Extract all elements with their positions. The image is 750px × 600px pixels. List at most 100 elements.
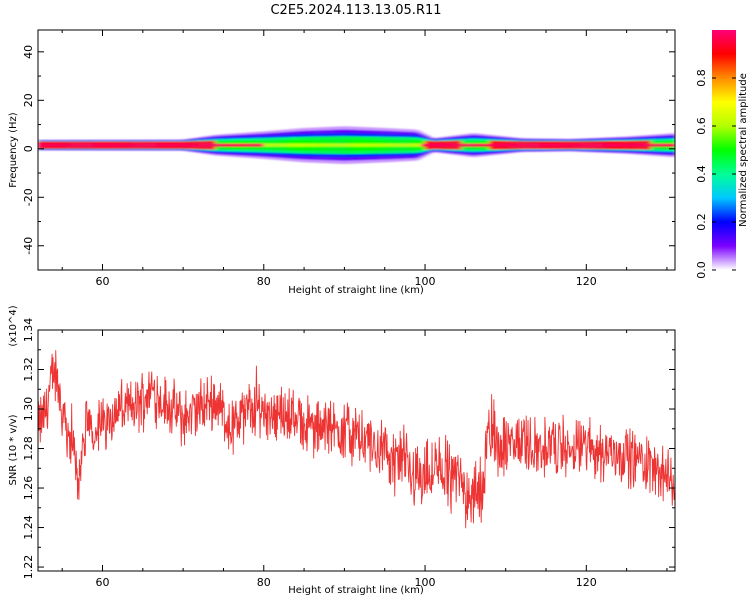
spectrogram-cell bbox=[654, 143, 660, 147]
snr-y-tick-label: 1.26 bbox=[22, 476, 35, 501]
spectrogram-cell bbox=[481, 143, 487, 147]
spectrogram-cell bbox=[304, 143, 309, 147]
snr-y-tick-label: 1.32 bbox=[22, 357, 35, 382]
spectrogram-cell bbox=[384, 143, 390, 147]
spectrogram-cell bbox=[646, 143, 652, 147]
snr-y-tick-label: 1.34 bbox=[22, 318, 35, 343]
spectrogram-cell bbox=[441, 143, 446, 147]
spectrogram-cell bbox=[308, 143, 313, 147]
snr-panel: 60 80 100 120 1.22 1.24 1.26 1.28 1.30 1.32 1.34 H… bbox=[8, 305, 676, 596]
spectrogram-x-tick-label: 120 bbox=[576, 275, 597, 288]
spectrogram-cell bbox=[54, 143, 59, 147]
spectrogram-cell bbox=[146, 143, 152, 147]
spectrogram-cell bbox=[296, 143, 301, 147]
spectrogram-cell bbox=[324, 143, 329, 147]
spectrogram-x-axis-label: Height of straight line (km) bbox=[288, 285, 424, 296]
spectrogram-cell bbox=[501, 143, 507, 147]
spectrogram-cell bbox=[517, 143, 523, 147]
spectrogram-plot-area bbox=[38, 126, 675, 164]
spectrogram-cell bbox=[670, 143, 675, 147]
spectrogram-cell bbox=[78, 143, 83, 147]
spectrogram-cell bbox=[58, 143, 63, 147]
spectrogram-cell bbox=[356, 143, 362, 147]
spectrogram-cell bbox=[187, 143, 192, 147]
spectrogram-cell bbox=[263, 143, 269, 147]
spectrogram-y-tick-label: 0 bbox=[22, 145, 35, 152]
spectrogram-cell bbox=[521, 143, 527, 147]
spectrogram-cell bbox=[376, 143, 382, 147]
spectrogram-cell bbox=[66, 143, 71, 147]
spectrogram-cell bbox=[477, 143, 483, 147]
spectrogram-cell bbox=[570, 143, 575, 147]
spectrogram-cell bbox=[465, 143, 470, 147]
spectrogram-cell bbox=[344, 143, 350, 147]
spectrogram-cell bbox=[70, 143, 75, 147]
spectrogram-x-tick-label: 60 bbox=[96, 275, 110, 288]
spectrogram-cell bbox=[638, 143, 644, 147]
spectrogram-y-tick-label: -40 bbox=[22, 237, 35, 255]
spectrogram-cell bbox=[408, 143, 414, 147]
spectrogram-cell bbox=[267, 143, 273, 147]
colorbar-ticks: 0.0 0.2 0.4 0.6 0.8 bbox=[695, 69, 736, 279]
spectrogram-cell bbox=[433, 143, 438, 147]
snr-y-multiplier: (x10^4) bbox=[8, 305, 19, 346]
spectrogram-y-tick-label: 20 bbox=[22, 93, 35, 107]
spectrogram-cell bbox=[529, 143, 535, 147]
spectrogram-cell bbox=[98, 143, 104, 147]
spectrogram-cell bbox=[162, 143, 168, 147]
spectrogram-frame bbox=[37, 29, 676, 271]
spectrogram-cell bbox=[582, 143, 587, 147]
snr-x-tick-label: 60 bbox=[96, 576, 110, 589]
snr-y-tick-label: 1.24 bbox=[22, 515, 35, 540]
spectrogram-cell bbox=[634, 143, 640, 147]
spectrogram-cell bbox=[562, 143, 567, 147]
spectrogram-cell bbox=[38, 143, 43, 147]
colorbar-tick-label: 0.2 bbox=[695, 213, 708, 231]
spectrogram-cell bbox=[416, 143, 422, 147]
spectrogram-cell bbox=[574, 143, 579, 147]
spectrogram-cell bbox=[602, 143, 608, 147]
spectrogram-cell bbox=[364, 143, 370, 147]
spectrogram-cell bbox=[461, 143, 466, 147]
spectrogram-cell bbox=[199, 143, 204, 147]
spectrogram-cell bbox=[400, 143, 406, 147]
spectrogram-x-tick-label: 80 bbox=[257, 275, 271, 288]
colorbar-tick-label: 0.0 bbox=[695, 261, 708, 279]
spectrogram-cell bbox=[360, 143, 366, 147]
spectrogram-cell bbox=[392, 143, 398, 147]
spectrogram-cell bbox=[404, 143, 410, 147]
spectrogram-cell bbox=[231, 143, 237, 147]
snr-x-tick-label: 120 bbox=[576, 576, 597, 589]
spectrogram-cell bbox=[550, 143, 555, 147]
colorbar-tick-label: 0.4 bbox=[695, 165, 708, 183]
colorbar-tick-label: 0.8 bbox=[695, 69, 708, 87]
spectrogram-cell bbox=[372, 143, 378, 147]
spectrogram-cell bbox=[332, 143, 337, 147]
spectrogram-cell bbox=[74, 143, 79, 147]
spectrogram-cell bbox=[235, 143, 241, 147]
spectrogram-y-tick-label: -20 bbox=[22, 188, 35, 206]
spectrogram-cell bbox=[626, 143, 632, 147]
spectrogram-cell bbox=[578, 143, 583, 147]
spectrogram-cell bbox=[126, 143, 132, 147]
spectrogram-cell bbox=[545, 143, 551, 147]
spectrogram-cell bbox=[42, 143, 47, 147]
spectrogram-cell bbox=[175, 143, 180, 147]
spectrogram-cell bbox=[328, 143, 333, 147]
spectrogram-cell bbox=[207, 143, 212, 147]
spectrogram-cell bbox=[368, 143, 374, 147]
spectrogram-y-tick-label: 40 bbox=[22, 45, 35, 59]
spectrogram-cell bbox=[130, 143, 136, 147]
spectrogram-cell bbox=[106, 143, 112, 147]
spectrogram-cell bbox=[630, 143, 636, 147]
spectrogram-cell bbox=[388, 143, 394, 147]
spectrogram-cell bbox=[380, 143, 386, 147]
spectrogram-cell bbox=[348, 143, 354, 147]
spectrogram-cell bbox=[316, 143, 321, 147]
spectrogram-cell bbox=[437, 143, 442, 147]
spectrogram-cell bbox=[291, 143, 297, 147]
spectrogram-cell bbox=[215, 143, 221, 147]
spectrogram-cell bbox=[497, 143, 503, 147]
spectrogram-cell bbox=[167, 143, 172, 147]
spectrogram-cell bbox=[46, 143, 51, 147]
